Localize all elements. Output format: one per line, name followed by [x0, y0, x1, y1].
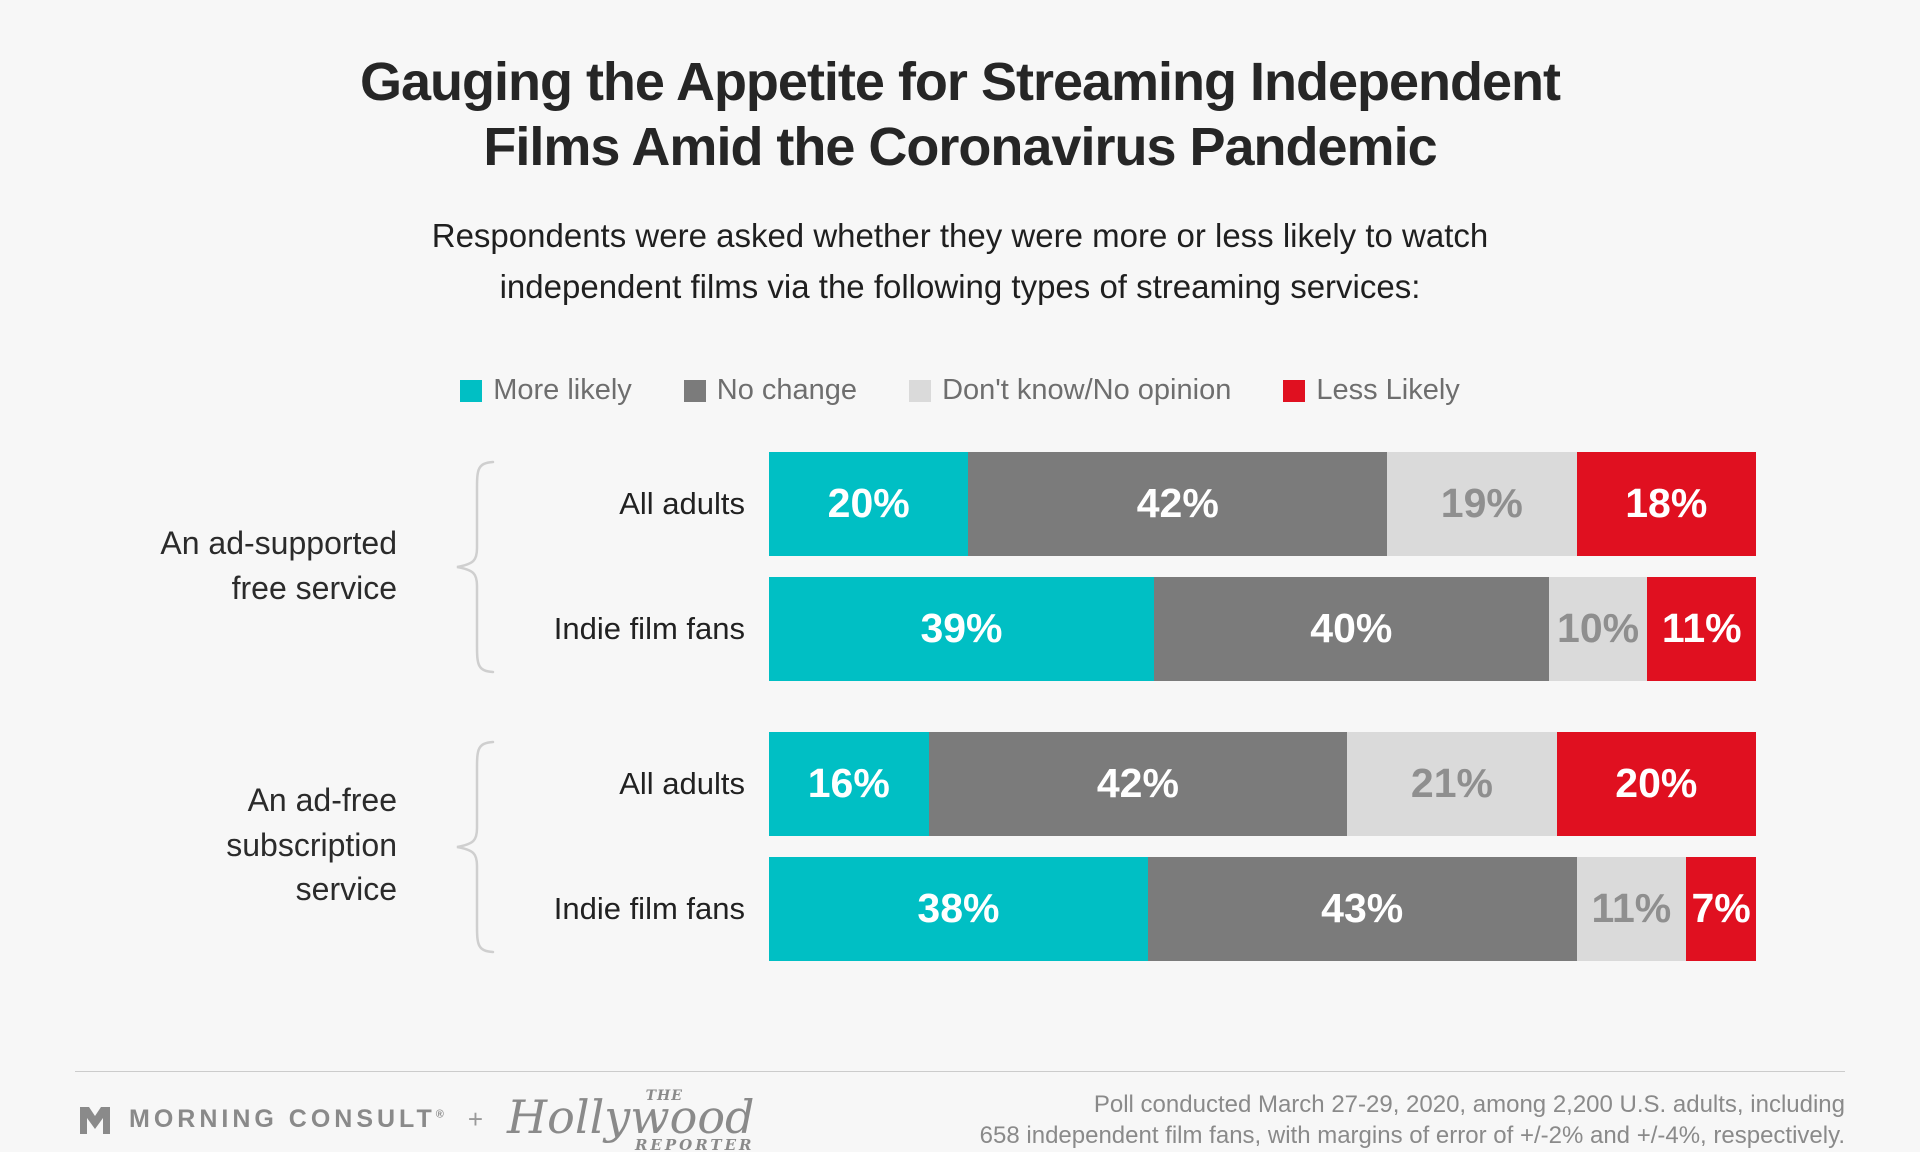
footer: MORNING CONSULT® + THE Hollywood REPORTE… [75, 1071, 1845, 1152]
stacked-bar: 20% 42% 19% 18% [769, 451, 1756, 556]
hollywood-reporter-sub: REPORTER [634, 1135, 755, 1152]
bar-row: All adults 20% 42% 19% 18% [0, 451, 1920, 556]
methodology-note: Poll conducted March 27-29, 2020, among … [980, 1089, 1845, 1151]
morning-consult-m-icon [80, 1106, 110, 1134]
page-subtitle: Respondents were asked whether they were… [0, 210, 1920, 312]
stacked-bar: 16% 42% 21% 20% [769, 731, 1756, 836]
legend-swatch-icon [460, 379, 483, 402]
bar-row: All adults 16% 42% 21% 20% [0, 731, 1920, 836]
page-title: Gauging the Appetite for Streaming Indep… [0, 0, 1920, 180]
page-subtitle-line2: independent films via the following type… [499, 267, 1421, 305]
row-label: Indie film fans [553, 610, 745, 646]
chart-legend: More likely No change Don't know/No opinio… [0, 374, 1920, 408]
legend-item-4: Less Likely [1283, 374, 1460, 407]
stacked-bar-chart: An ad-supported free service An ad-free … [0, 451, 1920, 962]
plus-sign: + [467, 1104, 484, 1135]
bar-segment: 43% [1147, 856, 1577, 961]
stacked-bar: 39% 40% 10% 11% [769, 576, 1756, 681]
legend-label: Less Likely [1316, 374, 1460, 407]
hollywood-reporter-name: Hollywood [507, 1090, 755, 1144]
bar-segment: 11% [1576, 856, 1687, 961]
bar-segment: 11% [1647, 576, 1756, 681]
row-label: Indie film fans [553, 890, 745, 926]
bar-segment: 7% [1686, 856, 1756, 961]
bar-segment: 18% [1576, 451, 1756, 556]
group-label-line: service [295, 871, 397, 908]
registered-mark: ® [435, 1109, 444, 1122]
legend-swatch-icon [1283, 379, 1306, 402]
bar-segment: 39% [769, 576, 1154, 681]
stacked-bar: 38% 43% 11% 7% [769, 856, 1756, 961]
legend-swatch-icon [909, 379, 932, 402]
bar-segment: 16% [769, 731, 929, 836]
legend-item-3: Don't know/No opinion [909, 374, 1231, 407]
group-label-line: free service [231, 569, 397, 606]
hollywood-reporter-logo: THE Hollywood REPORTER [507, 1086, 754, 1152]
bar-segment: 20% [769, 451, 969, 556]
row-label: All adults [619, 765, 745, 801]
legend-label: Don't know/No opinion [942, 374, 1232, 407]
page-subtitle-line1: Respondents were asked whether they were… [431, 216, 1489, 254]
group-label-line: subscription [226, 826, 397, 863]
methodology-note-line1: Poll conducted March 27-29, 2020, among … [1093, 1090, 1845, 1118]
bar-segment: 20% [1556, 731, 1756, 836]
legend-item-2: No change [683, 374, 858, 407]
bar-rows: All adults 20% 42% 19% 18% Indie film fans 39%… [0, 451, 1920, 961]
morning-consult-text: MORNING CONSULT [129, 1105, 436, 1134]
group-label-ad-free: An ad-free subscription service [0, 778, 397, 912]
bar-segment: 10% [1548, 576, 1648, 681]
bar-segment: 42% [968, 451, 1388, 556]
brand-logos: MORNING CONSULT® + THE Hollywood REPORTE… [75, 1086, 754, 1152]
bar-segment: 38% [769, 856, 1148, 961]
legend-swatch-icon [683, 379, 706, 402]
page-title-line2: Films Amid the Coronavirus Pandemic [483, 116, 1437, 177]
morning-consult-logo: MORNING CONSULT® [75, 1100, 444, 1140]
methodology-note-line2: 658 independent film fans, with margins … [979, 1121, 1845, 1149]
legend-label: No change [716, 374, 858, 407]
bar-segment: 40% [1153, 576, 1549, 681]
hollywood-reporter-the: THE [645, 1088, 683, 1104]
group-label-line: An ad-free [247, 781, 397, 818]
brace-bracket-icon [456, 460, 495, 674]
group-label-line: An ad-supported [160, 524, 397, 561]
bar-row: Indie film fans 39% 40% 10% 11% [0, 576, 1920, 681]
morning-consult-wordmark: MORNING CONSULT® [129, 1105, 444, 1134]
page-title-line1: Gauging the Appetite for Streaming Indep… [359, 52, 1561, 112]
brace-bracket-icon [456, 740, 495, 954]
legend-item-1: More likely [460, 374, 632, 407]
group-label-ad-supported: An ad-supported free service [0, 521, 397, 611]
bar-segment: 42% [928, 731, 1348, 836]
row-label: All adults [619, 485, 745, 521]
bar-segment: 19% [1387, 451, 1577, 556]
bar-segment: 21% [1347, 731, 1557, 836]
bar-row: Indie film fans 38% 43% 11% 7% [0, 856, 1920, 961]
legend-label: More likely [493, 374, 632, 407]
